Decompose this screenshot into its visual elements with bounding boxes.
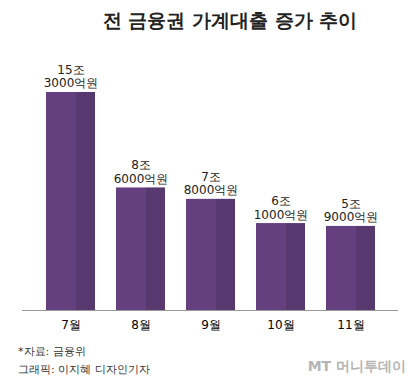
html-text:그래픽: 이지혜 디자인기자: 그래픽: 이지혜 디자인기자	[18, 363, 150, 376]
html-text:전 금융권 가계대출 증가 추이: 전 금융권 가계대출 증가 추이	[102, 9, 358, 31]
svg-text:9월: 9월	[201, 318, 221, 332]
svg-text:5조9000억원: 5조9000억원	[324, 197, 379, 225]
svg-text:7월: 7월	[61, 318, 81, 332]
svg-text:8월: 8월	[131, 318, 151, 332]
svg-text:11월: 11월	[337, 318, 364, 332]
html-text:MT 머니투데이: MT 머니투데이	[307, 358, 406, 374]
svg-text:8조6000억원: 8조6000억원	[114, 158, 169, 186]
svg-text:10월: 10월	[267, 318, 294, 332]
svg-text:15조3000억원: 15조3000억원	[44, 63, 99, 91]
html-text:*자료: 금융위: *자료: 금융위	[18, 345, 86, 358]
svg-text:6조1000억원: 6조1000억원	[254, 194, 309, 222]
svg-text:7조8000억원: 7조8000억원	[184, 170, 239, 198]
